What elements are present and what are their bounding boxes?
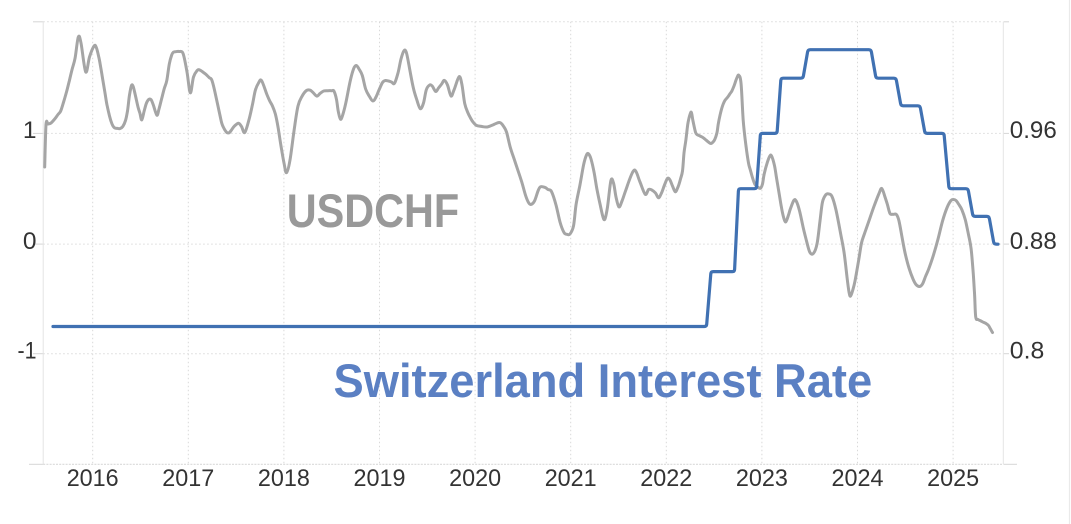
svg-text:2024: 2024 (832, 465, 884, 492)
svg-text:-1: -1 (18, 338, 37, 365)
svg-text:0: 0 (23, 228, 37, 255)
svg-text:2021: 2021 (545, 465, 597, 492)
svg-text:2017: 2017 (162, 465, 214, 492)
svg-text:2025: 2025 (927, 465, 979, 492)
svg-text:2016: 2016 (67, 465, 119, 492)
svg-text:2023: 2023 (736, 465, 788, 492)
svg-text:0.8: 0.8 (1010, 338, 1045, 365)
svg-text:0.96: 0.96 (1010, 117, 1057, 144)
svg-text:USDCHF: USDCHF (287, 184, 460, 237)
svg-text:2018: 2018 (258, 465, 310, 492)
svg-text:2022: 2022 (640, 465, 692, 492)
svg-text:2019: 2019 (354, 465, 406, 492)
svg-text:Switzerland Interest Rate: Switzerland Interest Rate (334, 354, 873, 407)
svg-text:2020: 2020 (449, 465, 501, 492)
svg-text:0.88: 0.88 (1010, 228, 1057, 255)
svg-text:1: 1 (23, 117, 37, 144)
